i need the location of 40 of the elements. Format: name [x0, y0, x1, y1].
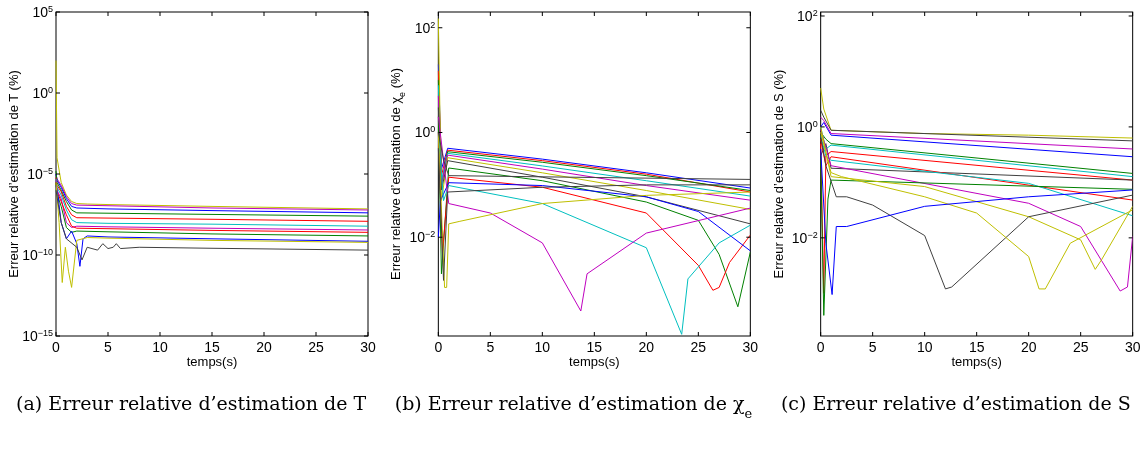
x-tick-label: 30: [742, 339, 759, 355]
x-axis-title: temps(s): [951, 354, 1002, 369]
x-tick-label: 10: [152, 339, 168, 355]
x-tick-label: 20: [1020, 339, 1037, 355]
y-tick-label: 10$^{−2}$: [791, 229, 818, 246]
x-tick-label: 15: [204, 339, 220, 355]
x-tick-label: 10: [534, 339, 551, 355]
y-tick-label: 10$^{0}$: [797, 118, 818, 135]
y-tick-label: 10$^{−10}$: [22, 247, 53, 263]
y-tick-label: 10$^{−15}$: [22, 328, 53, 344]
y-tick-label: 10$^{5}$: [32, 4, 53, 20]
text: (a) Erreur relative d’estimation de T: [16, 392, 367, 414]
x-axis-title: temps(s): [569, 354, 620, 369]
x-tick-label: 0: [52, 339, 61, 355]
y-tick-label: 10$^{0}$: [32, 85, 53, 101]
y-axis-title: Erreur relative d’estimation de S (%): [770, 69, 786, 279]
x-tick-label: 15: [586, 339, 603, 355]
y-tick-label: 10$^{−2}$: [409, 229, 436, 246]
x-tick-label: 30: [1124, 339, 1141, 355]
text: (c) Erreur relative d’estimation de S: [780, 392, 1131, 414]
text: (b) Erreur relative d’estimation de χ$_{e}$: [394, 392, 753, 421]
y-tick-label: 10$^{2}$: [414, 19, 436, 36]
x-tick-label: 5: [486, 339, 495, 355]
x-axis-title: temps(s): [186, 354, 238, 369]
x-tick-label: 5: [868, 339, 877, 355]
y-tick-label: 10$^{−5}$: [27, 166, 53, 182]
y-axis-title: Erreur relative d’estimation de T (%): [6, 70, 21, 278]
x-tick-label: 25: [690, 339, 707, 355]
x-tick-label: 15: [968, 339, 985, 355]
y-tick-label: 10$^{0}$: [414, 124, 436, 141]
x-tick-label: 25: [1072, 339, 1089, 355]
y-tick-label: 10$^{2}$: [797, 7, 818, 24]
x-tick-label: 20: [638, 339, 655, 355]
x-tick-label: 20: [256, 339, 272, 355]
x-tick-label: 0: [434, 339, 443, 355]
x-tick-label: 5: [104, 339, 113, 355]
x-tick-label: 10: [916, 339, 933, 355]
x-tick-label: 0: [816, 339, 825, 355]
x-tick-label: 30: [360, 339, 376, 355]
x-tick-label: 25: [308, 339, 324, 355]
